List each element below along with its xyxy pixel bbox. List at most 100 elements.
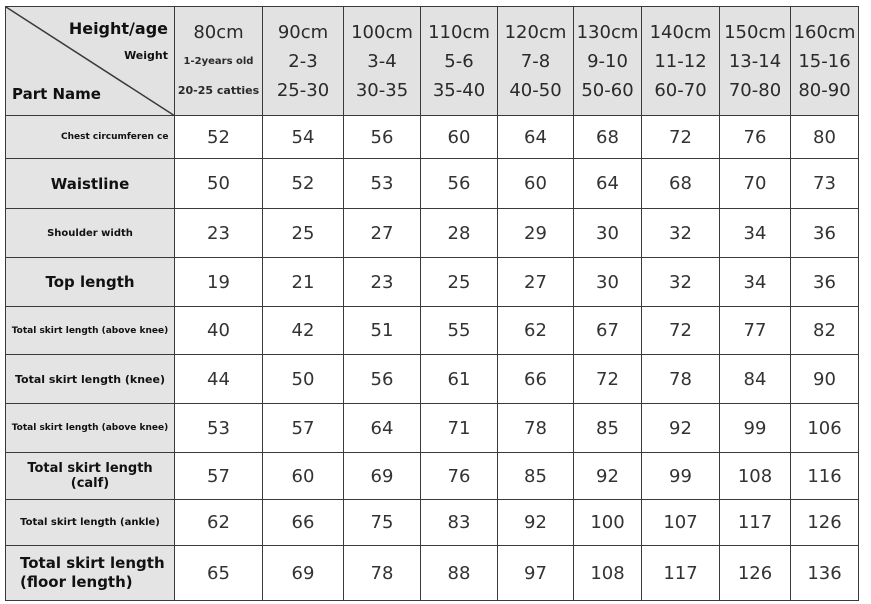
measurement-cell: 76 xyxy=(719,115,791,159)
measurement-cell: 54 xyxy=(262,115,344,159)
size-height: 160cm xyxy=(793,21,856,43)
measurement-cell: 62 xyxy=(497,306,574,355)
size-age: 3-4 xyxy=(367,50,397,72)
measurement-cell: 57 xyxy=(262,403,344,453)
measurement-cell: 126 xyxy=(719,545,791,601)
measurement-cell: 73 xyxy=(790,158,859,209)
size-age: 9-10 xyxy=(587,50,628,72)
size-header-cell: 140cm 11-12 60-70 xyxy=(641,6,720,116)
measurement-cell: 52 xyxy=(262,158,344,209)
table-row: Total skirt length (calf) 57 60 69 76 85 92 99 1… xyxy=(5,452,859,500)
size-weight: 20-25 catties xyxy=(177,83,260,97)
measurement-cell: 83 xyxy=(420,499,498,546)
table-row: Total skirt length (above knee) 53 57 64 71 7… xyxy=(5,403,859,453)
measurement-cell: 27 xyxy=(497,257,574,307)
size-weight: 80-90 xyxy=(798,79,851,101)
size-header-cell: 160cm 15-16 80-90 xyxy=(790,6,859,116)
weight-label: Weight xyxy=(124,49,168,62)
size-height: 110cm xyxy=(428,21,490,43)
measurement-cell: 53 xyxy=(174,403,263,453)
measurement-cell: 71 xyxy=(420,403,498,453)
size-header-cell: 150cm 13-14 70-80 xyxy=(719,6,791,116)
measurement-cell: 44 xyxy=(174,354,263,404)
measurement-cell: 56 xyxy=(343,354,421,404)
size-weight: 30-35 xyxy=(355,79,409,101)
measurement-cell: 80 xyxy=(790,115,859,159)
measurement-cell: 69 xyxy=(343,452,421,500)
measurement-cell: 72 xyxy=(641,115,720,159)
size-age: 2-3 xyxy=(288,50,318,72)
measurement-cell: 23 xyxy=(343,257,421,307)
measurement-cell: 97 xyxy=(497,545,574,601)
measurement-cell: 136 xyxy=(790,545,859,601)
measurement-cell: 92 xyxy=(497,499,574,546)
size-height: 120cm xyxy=(504,21,567,43)
table-row: Chest circumferen ce 52 54 56 60 64 68 72 76 80 xyxy=(5,115,859,159)
measurement-cell: 69 xyxy=(262,545,344,601)
measurement-cell: 55 xyxy=(420,306,498,355)
measurement-cell: 56 xyxy=(420,158,498,209)
measurement-cell: 32 xyxy=(641,208,720,258)
table-row: Total skirt length (above knee) 40 42 51 55 6… xyxy=(5,306,859,355)
measurement-cell: 126 xyxy=(790,499,859,546)
measurement-cell: 75 xyxy=(343,499,421,546)
measurement-cell: 70 xyxy=(719,158,791,209)
measurement-cell: 50 xyxy=(174,158,263,209)
measurement-cell: 57 xyxy=(174,452,263,500)
measurement-cell: 107 xyxy=(641,499,720,546)
measurement-cell: 78 xyxy=(641,354,720,404)
size-weight: 40-50 xyxy=(509,79,562,101)
part-name-cell: Total skirt length (floor length) xyxy=(5,545,175,601)
measurement-cell: 106 xyxy=(790,403,859,453)
size-height: 100cm xyxy=(351,21,413,43)
measurement-cell: 60 xyxy=(497,158,574,209)
measurement-cell: 62 xyxy=(174,499,263,546)
measurement-cell: 64 xyxy=(573,158,642,209)
measurement-cell: 92 xyxy=(573,452,642,500)
part-name-cell: Top length xyxy=(5,257,175,307)
measurement-cell: 32 xyxy=(641,257,720,307)
measurement-cell: 25 xyxy=(262,208,344,258)
measurement-cell: 99 xyxy=(641,452,720,500)
measurement-cell: 19 xyxy=(174,257,263,307)
table-row: Top length 19 21 23 25 27 30 32 34 36 xyxy=(5,257,859,307)
measurement-cell: 36 xyxy=(790,208,859,258)
size-weight: 25-30 xyxy=(276,79,330,101)
part-name-cell: Total skirt length (ankle) xyxy=(5,499,175,546)
measurement-cell: 52 xyxy=(174,115,263,159)
measurement-cell: 53 xyxy=(343,158,421,209)
measurement-cell: 21 xyxy=(262,257,344,307)
corner-header-cell: Height/age Weight Part Name xyxy=(5,6,175,116)
measurement-cell: 117 xyxy=(641,545,720,601)
size-weight: 35-40 xyxy=(432,79,486,101)
measurement-cell: 72 xyxy=(573,354,642,404)
measurement-cell: 34 xyxy=(719,208,791,258)
size-height: 80cm xyxy=(193,21,244,43)
size-chart-table: Height/age Weight Part Name 80cm 1-2years… xyxy=(5,6,859,601)
measurement-cell: 85 xyxy=(497,452,574,500)
measurement-cell: 82 xyxy=(790,306,859,355)
table-row: Waistline 50 52 53 56 60 64 68 70 73 xyxy=(5,158,859,209)
size-weight: 70-80 xyxy=(728,79,782,101)
measurement-cell: 92 xyxy=(641,403,720,453)
size-height: 140cm xyxy=(649,21,712,43)
header-row: Height/age Weight Part Name 80cm 1-2years… xyxy=(5,6,859,116)
measurement-cell: 85 xyxy=(573,403,642,453)
size-header-cell: 130cm 9-10 50-60 xyxy=(573,6,642,116)
measurement-cell: 56 xyxy=(343,115,421,159)
measurement-cell: 36 xyxy=(790,257,859,307)
measurement-cell: 78 xyxy=(497,403,574,453)
table-row: Total skirt length (floor length) 65 69 78 8… xyxy=(5,545,859,601)
table-row: Total skirt length (ankle) 62 66 75 83 92 100 1… xyxy=(5,499,859,546)
measurement-cell: 42 xyxy=(262,306,344,355)
measurement-cell: 108 xyxy=(719,452,791,500)
measurement-cell: 51 xyxy=(343,306,421,355)
diagonal-divider xyxy=(6,7,175,116)
measurement-cell: 77 xyxy=(719,306,791,355)
part-name-cell: Total skirt length (above knee) xyxy=(5,306,175,355)
measurement-cell: 68 xyxy=(641,158,720,209)
size-height: 150cm xyxy=(724,21,786,43)
measurement-cell: 67 xyxy=(573,306,642,355)
measurement-cell: 50 xyxy=(262,354,344,404)
size-header-cell: 90cm 2-3 25-30 xyxy=(262,6,344,116)
